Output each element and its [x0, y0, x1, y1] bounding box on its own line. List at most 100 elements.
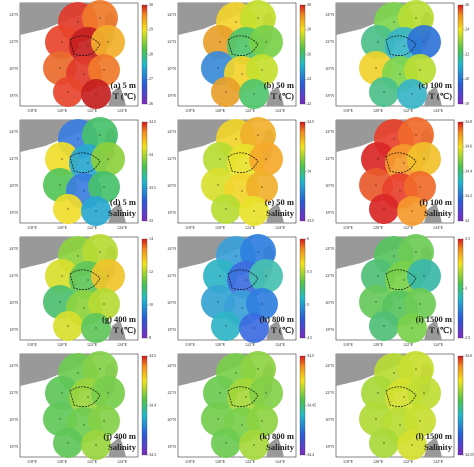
station [219, 158, 221, 160]
station [103, 303, 105, 305]
panel-label: (i) 1500 m [416, 314, 452, 324]
lon-label: 120°E [373, 225, 384, 230]
station [103, 69, 105, 71]
lat-label: 20°N [168, 183, 177, 188]
lon-label: 124°E [275, 342, 286, 347]
lat-label: 22°N [326, 156, 335, 161]
colorbar-tick-label: 22 [465, 51, 469, 56]
lon-label: 124°E [433, 108, 444, 113]
lon-label: 118°E [343, 342, 353, 347]
station [87, 279, 89, 281]
station [257, 134, 259, 136]
lat-label: 24°N [168, 129, 177, 134]
station [217, 418, 219, 420]
station [245, 279, 247, 281]
station [77, 255, 79, 257]
station [399, 190, 401, 192]
lon-label: 124°E [433, 342, 444, 347]
colorbar [457, 238, 464, 339]
colorbar-tick-label: 34.4 [307, 452, 314, 457]
colorbar-tick-label: 10 [149, 302, 153, 307]
panel-label: (h) 800 m [260, 314, 294, 324]
station [241, 73, 243, 75]
colorbar [457, 355, 464, 456]
lon-label: 118°E [343, 459, 353, 464]
station [241, 190, 243, 192]
lon-label: 122°E [403, 342, 414, 347]
station [257, 368, 259, 370]
lat-label: 24°N [168, 12, 177, 17]
station [415, 251, 417, 253]
contour [385, 152, 417, 173]
colorbar-tick-label: 24 [465, 27, 469, 32]
station [225, 325, 227, 327]
lat-label: 24°N [10, 12, 19, 17]
panel-label: (a) 5 m [111, 80, 137, 90]
station [225, 442, 227, 444]
station [383, 325, 385, 327]
lat-label: 18°N [326, 444, 335, 449]
colorbar [299, 355, 306, 456]
lon-label: 122°E [403, 225, 414, 230]
variable-label: T (℃) [113, 91, 136, 101]
panel-label: (f) 100 m [419, 197, 452, 207]
lat-label: 20°N [326, 300, 335, 305]
station [87, 45, 89, 47]
lat-label: 22°N [168, 156, 177, 161]
luzon [108, 320, 126, 340]
lon-label: 122°E [245, 108, 256, 113]
lon-label: 122°E [245, 459, 256, 464]
station [377, 41, 379, 43]
station [217, 301, 219, 303]
contour [385, 269, 417, 290]
station [423, 392, 425, 394]
station [261, 420, 263, 422]
station [217, 67, 219, 69]
luzon [424, 203, 442, 223]
colorbar-tick-label: 2.5 [465, 335, 470, 340]
contour [69, 152, 101, 173]
lat-label: 20°N [326, 417, 335, 422]
station [235, 21, 237, 23]
lon-label: 118°E [185, 342, 195, 347]
colorbar-tick-label: 26 [465, 2, 469, 7]
luzon [266, 437, 284, 457]
lon-label: 122°E [245, 342, 256, 347]
luzon [424, 86, 442, 106]
panel: 24°N 22°N 20°N 18°N 118°E 120°E 122°E 124°E (k) … [168, 351, 316, 464]
lon-label: 122°E [87, 108, 98, 113]
panel: 24°N 22°N 20°N 18°N 118°E 120°E 122°E 124°E (d) … [10, 117, 156, 230]
lat-label: 24°N [10, 129, 19, 134]
lat-label: 20°N [10, 183, 19, 188]
station [415, 134, 417, 136]
station [245, 162, 247, 164]
colorbar-tick-label: 34.5 [307, 353, 314, 358]
station [245, 45, 247, 47]
colorbar-tick-label: 33.5 [307, 218, 314, 223]
station [253, 93, 255, 95]
colorbar-tick-label: 6 [307, 236, 309, 241]
lat-label: 24°N [168, 246, 177, 251]
panel: 24°N 22°N 20°N 18°N 118°E 120°E 122°E 124°E (e) … [168, 117, 314, 230]
luzon [424, 437, 442, 457]
station [107, 275, 109, 277]
variable-label: Salinity [266, 442, 295, 452]
lat-label: 20°N [10, 66, 19, 71]
lat-label: 20°N [326, 183, 335, 188]
panel: 24°N 22°N 20°N 18°N 118°E 120°E 122°E 124°E (b) … [168, 0, 311, 113]
station [83, 424, 85, 426]
station [265, 41, 267, 43]
panel-label: (j) 400 m [103, 431, 136, 441]
lat-label: 24°N [326, 246, 335, 251]
station [411, 444, 413, 446]
lon-label: 120°E [57, 225, 68, 230]
station [383, 208, 385, 210]
luzon [108, 203, 126, 223]
station [59, 67, 61, 69]
station [419, 303, 421, 305]
station [67, 325, 69, 327]
colorbar-tick-label: 26 [307, 51, 311, 56]
station [225, 91, 227, 93]
station [61, 158, 63, 160]
